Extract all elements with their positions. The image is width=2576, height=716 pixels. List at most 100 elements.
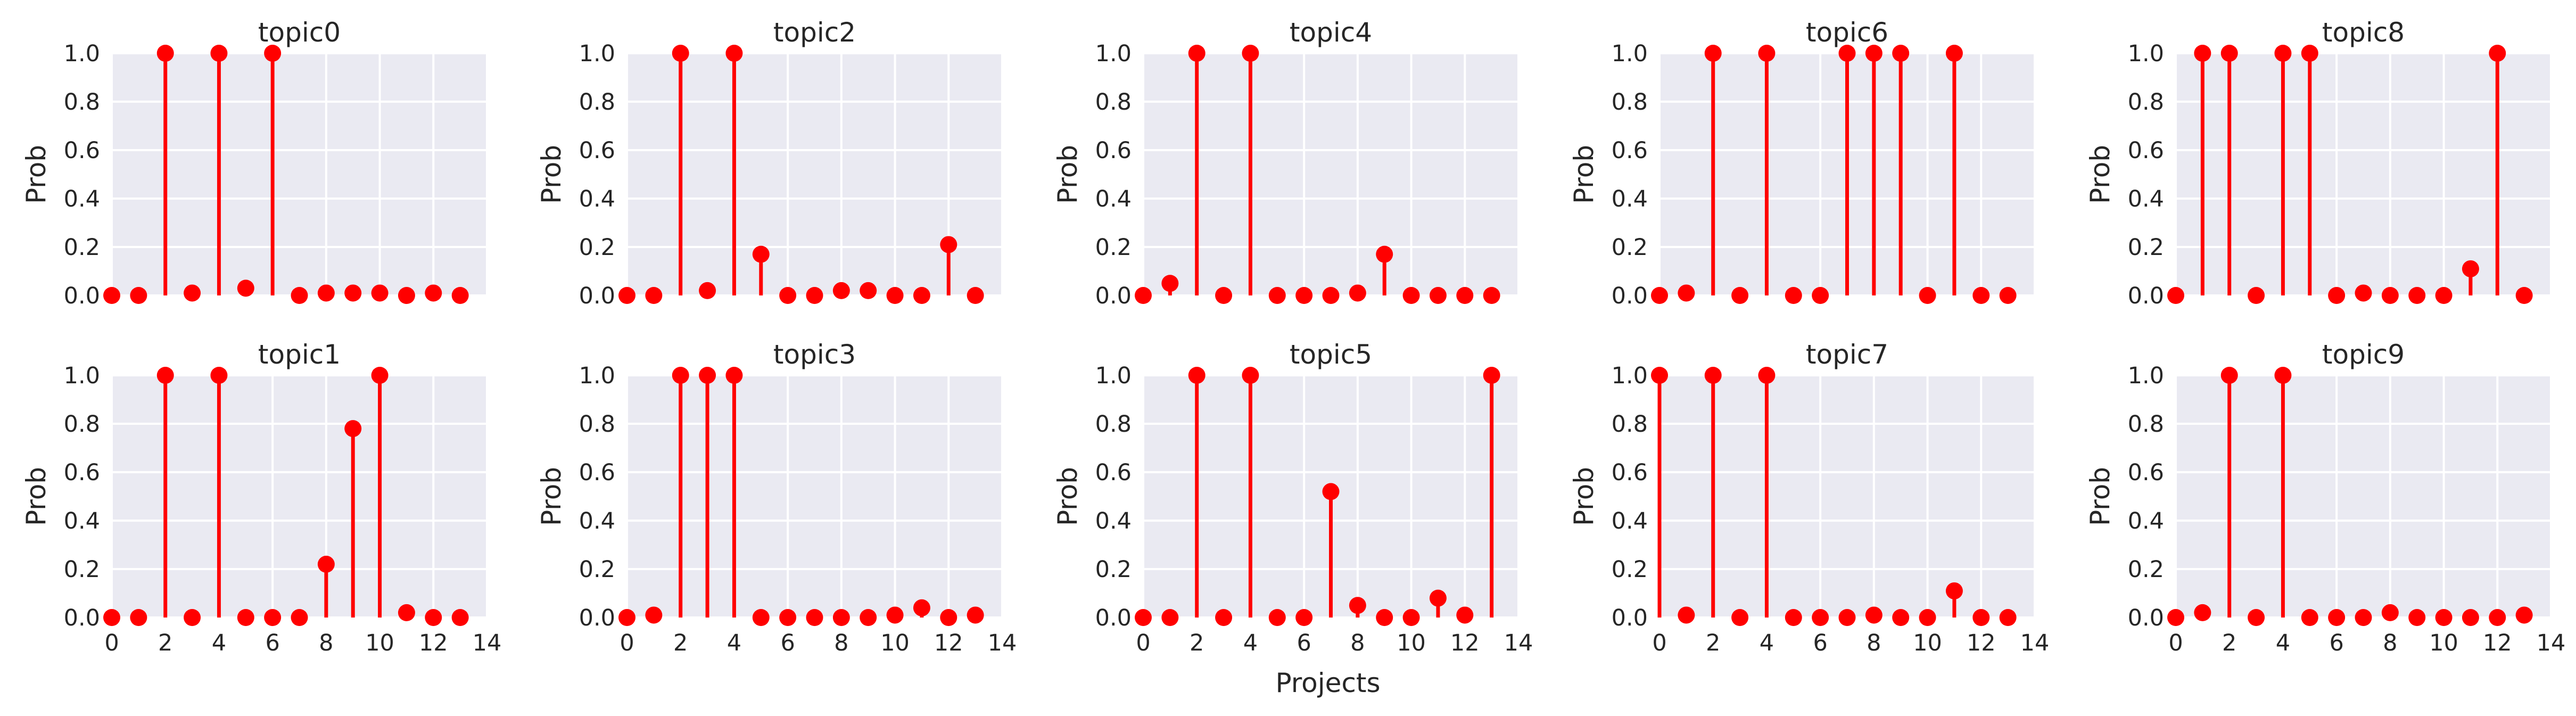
subplot-title: topic6 [1806,17,1888,48]
x-tick-label: 14 [2020,630,2050,656]
stem-marker [1731,609,1749,626]
plot-background [1143,53,1518,295]
y-tick-label: 0.0 [2128,605,2164,631]
subplot-title: topic0 [258,17,341,48]
stem-marker [886,287,904,304]
stem-marker [291,609,308,626]
stem-marker [967,287,984,304]
stem-marker [1651,287,1668,304]
x-tick-label: 10 [1397,630,1426,656]
stem-marker [264,45,282,62]
stem-marker [2248,287,2265,304]
y-tick-label: 0.0 [64,283,100,309]
stem-marker [184,609,201,626]
stem-marker [967,606,984,624]
stem-marker [1188,45,1206,62]
stem-marker [2462,609,2479,626]
stem-marker [1865,45,1883,62]
y-tick-label: 0.2 [579,556,615,583]
y-tick-label: 0.6 [1612,137,1648,164]
x-tick-label: 8 [1867,630,1881,656]
stem-marker [672,367,689,384]
stem-marker [344,284,362,302]
stem-marker [2462,260,2479,277]
stem-marker [1892,45,1910,62]
y-tick-label: 0.4 [64,508,100,534]
y-tick-label: 0.8 [579,89,615,116]
stem-marker [2194,604,2211,621]
stem-marker [291,287,308,304]
stem-marker [2489,45,2506,62]
plot-background [627,375,1002,618]
y-axis-label: Prob [536,467,567,526]
y-tick-label: 0.8 [1612,89,1648,116]
y-tick-label: 1.0 [1612,363,1648,389]
stem-marker [1188,367,1206,384]
stem-marker [156,45,174,62]
y-tick-label: 0.6 [579,459,615,486]
y-axis-label: Prob [2085,145,2116,204]
stem-marker [1812,287,1829,304]
stem-marker [1215,287,1233,304]
stem-marker [1242,367,1259,384]
stem-marker [1483,367,1500,384]
stem-marker [371,284,389,302]
stem-marker [1295,609,1313,626]
y-tick-label: 0.8 [64,411,100,438]
y-tick-label: 0.0 [1095,283,1132,309]
subplot-title: topic7 [1806,339,1888,370]
x-tick-label: 10 [880,630,910,656]
stem-marker [2274,45,2292,62]
stem-marker [1268,609,1286,626]
stem-marker [2515,287,2533,304]
stem-marker [210,367,228,384]
stem-marker [2194,45,2211,62]
stem-marker [398,287,415,304]
stem-marker [1322,483,1340,500]
stem-marker [1678,606,1695,624]
subplot-topic1: topic1 Prob 0.0 0.2 0.4 0.6 0.8 1.0 0 2 4 6 8 10 12 14 [21,339,501,656]
stem-series [103,45,469,304]
stem-series [618,45,984,304]
stem-series [1651,367,2017,626]
stem-marker [1402,609,1420,626]
stem-marker [860,282,877,299]
y-tick-label: 0.4 [2128,186,2164,212]
stem-marker [832,609,850,626]
x-tick-label: 6 [2329,630,2343,656]
stem-marker [1838,45,1856,62]
x-tick-label: 12 [419,630,448,656]
stem-marker [2301,45,2318,62]
y-tick-label: 0.2 [2128,234,2164,261]
y-tick-label: 0.4 [1095,508,1132,534]
stem-marker [1483,287,1500,304]
stem-marker [2220,367,2238,384]
x-tick-label: 14 [473,630,502,656]
stem-marker [779,287,797,304]
stem-marker [156,367,174,384]
subplot-topic6: topic6 Prob 0.0 0.2 0.4 0.6 0.8 1.0 [1568,17,2036,309]
y-tick-label: 0.4 [2128,508,2164,534]
stem-marker [645,606,663,624]
y-tick-label: 0.4 [64,186,100,212]
x-tick-label: 12 [934,630,963,656]
stem-marker [1376,245,1393,263]
y-tick-label: 0.4 [1612,508,1648,534]
stem-marker [2408,287,2426,304]
stem-marker [806,609,823,626]
stem-marker [1402,287,1420,304]
stem-marker [645,287,663,304]
plot-background [1659,375,2035,618]
y-tick-label: 0.2 [1612,556,1648,583]
stem-marker [1865,606,1883,624]
subplot-title: topic9 [2322,339,2405,370]
stem-marker [237,279,254,297]
stem-marker [1295,287,1313,304]
subplot-title: topic8 [2322,17,2405,48]
stem-series [618,367,984,626]
x-tick-label: 4 [212,630,226,656]
y-tick-label: 0.6 [1095,459,1132,486]
y-tick-label: 0.4 [579,186,615,212]
stem-marker [1268,287,1286,304]
x-tick-label: 14 [988,630,1017,656]
